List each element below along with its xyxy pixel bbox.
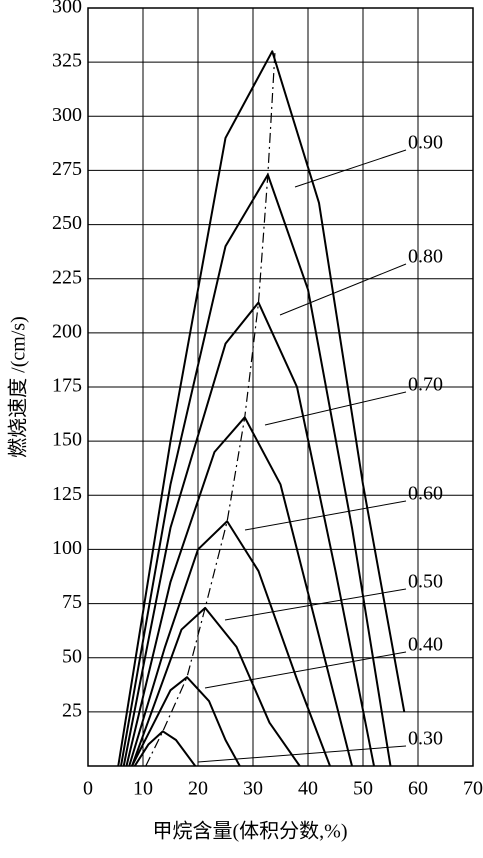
curve-label: 0.80 bbox=[408, 246, 443, 268]
x-tick-label: 10 bbox=[133, 778, 153, 800]
y-tick-label: 300 bbox=[52, 104, 82, 126]
peak-locus bbox=[145, 51, 276, 767]
y-tick-label: 275 bbox=[52, 158, 82, 180]
leader-line bbox=[197, 745, 407, 763]
y-tick-label: 300 bbox=[52, 0, 82, 18]
x-tick-label: 30 bbox=[243, 778, 263, 800]
y-tick-label: 50 bbox=[62, 645, 82, 667]
curve bbox=[122, 301, 375, 767]
x-tick-label: 0 bbox=[83, 778, 93, 800]
curve bbox=[117, 50, 406, 767]
y-tick-label: 75 bbox=[62, 591, 82, 613]
curve-label: 0.30 bbox=[408, 728, 443, 750]
y-tick-label: 250 bbox=[52, 212, 82, 234]
x-tick-label: 60 bbox=[408, 778, 428, 800]
curve bbox=[128, 520, 331, 767]
y-tick-label: 150 bbox=[52, 429, 82, 451]
y-tick-label: 25 bbox=[62, 699, 82, 721]
y-tick-label: 175 bbox=[52, 375, 82, 397]
x-tick-label: 40 bbox=[298, 778, 318, 800]
curve bbox=[133, 730, 197, 767]
x-axis-label: 甲烷含量(体积分数,%) bbox=[153, 820, 348, 843]
y-tick-label: 225 bbox=[52, 266, 82, 288]
y-tick-label: 125 bbox=[52, 483, 82, 505]
leader-line bbox=[224, 588, 407, 621]
leader-line bbox=[279, 263, 407, 316]
x-tick-label: 70 bbox=[463, 778, 483, 800]
curve bbox=[131, 676, 241, 767]
y-tick-label: 325 bbox=[52, 50, 82, 72]
y-tick-label: 100 bbox=[52, 537, 82, 559]
curve-label: 0.90 bbox=[408, 132, 443, 154]
y-axis-label: 燃烧速度 /(cm/s) bbox=[7, 316, 30, 458]
leader-line bbox=[244, 500, 407, 531]
curve bbox=[125, 416, 353, 767]
leader-line bbox=[264, 391, 407, 426]
curve-label: 0.40 bbox=[408, 634, 443, 656]
curve-label: 0.70 bbox=[408, 374, 443, 396]
leader-line bbox=[294, 149, 407, 188]
curve-label: 0.60 bbox=[408, 483, 443, 505]
y-tick-label: 200 bbox=[52, 320, 82, 342]
curve bbox=[120, 173, 392, 767]
leader-line bbox=[204, 651, 407, 689]
curve-label: 0.50 bbox=[408, 571, 443, 593]
x-tick-label: 20 bbox=[188, 778, 208, 800]
x-tick-label: 50 bbox=[353, 778, 373, 800]
